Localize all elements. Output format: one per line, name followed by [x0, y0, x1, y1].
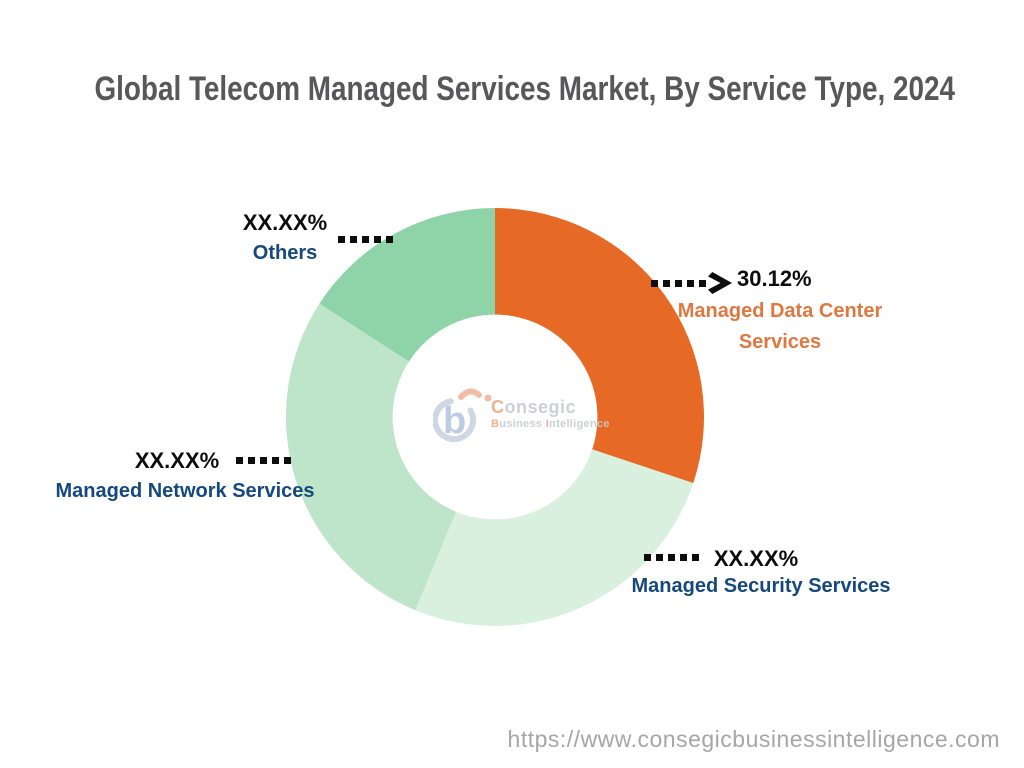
segment-label-others: Others	[252, 242, 318, 264]
brand-tagline: Business Intelligence	[491, 418, 610, 430]
segment-label-network: Managed Network Services	[55, 480, 315, 502]
chart-title: Global Telecom Managed Services Market, …	[94, 70, 956, 108]
percent-label-security: XX.XX%	[713, 546, 799, 571]
percent-label-others: XX.XX%	[242, 210, 328, 235]
brand-name: Consegic	[491, 397, 577, 417]
dotted-leader-others	[338, 236, 393, 243]
footer-url: https://www.consegicbusinessintelligence…	[507, 726, 1000, 752]
dotted-leader-data-center	[651, 280, 706, 287]
percent-label-data-center: 30.12%	[737, 266, 812, 291]
donut-chart	[286, 208, 704, 626]
brand-watermark: b Consegic Business Intelligence	[433, 384, 610, 446]
chart-title-row: Global Telecom Managed Services Market, …	[0, 70, 1024, 109]
segment-label-data-center: Managed Data Center Services	[677, 300, 883, 353]
segment-managed-security-services	[415, 449, 694, 626]
dotted-leader-security	[644, 554, 699, 561]
arrow-right-icon	[708, 272, 732, 294]
segment-label-security: Managed Security Services	[631, 575, 891, 597]
donut-segments	[286, 208, 704, 626]
brand-text: Consegic Business Intelligence	[491, 397, 610, 431]
consegic-logo-icon: b	[433, 388, 492, 442]
segment-managed-data-center-services	[495, 208, 704, 484]
dotted-leader-network	[236, 457, 291, 464]
segment-others	[319, 208, 495, 362]
segment-managed-network-services	[286, 303, 456, 611]
svg-text:b: b	[443, 400, 466, 442]
percent-label-network: XX.XX%	[134, 448, 220, 473]
